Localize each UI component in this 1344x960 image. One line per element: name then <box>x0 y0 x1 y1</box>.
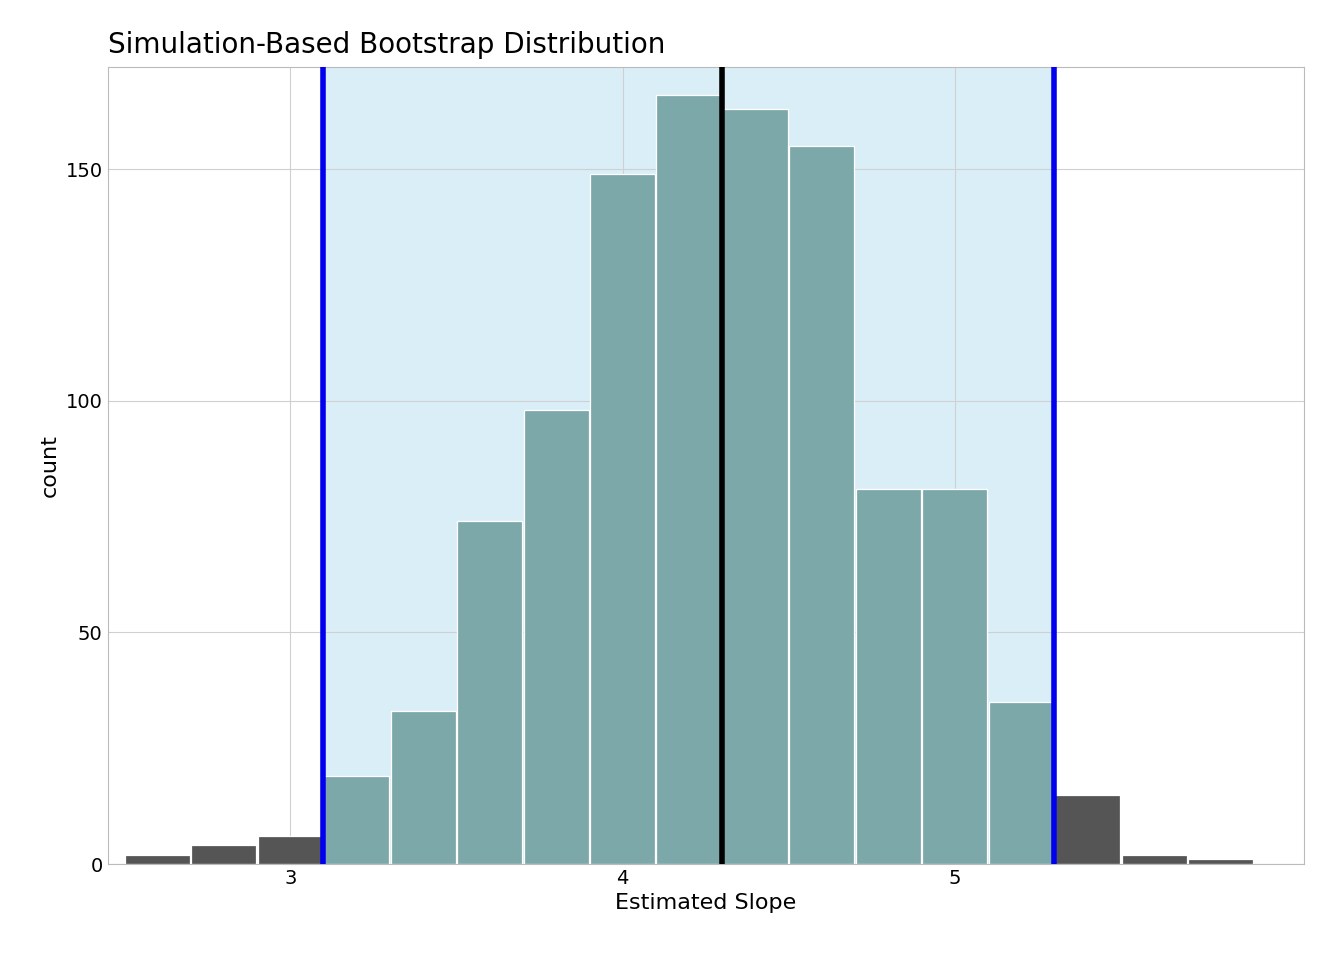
Bar <box>656 95 722 864</box>
Bar <box>856 489 921 864</box>
Bar <box>391 711 456 864</box>
Bar <box>590 174 655 864</box>
Bar <box>125 854 190 864</box>
Bar <box>524 410 589 864</box>
Bar <box>324 67 1055 864</box>
Bar <box>922 489 988 864</box>
Y-axis label: count: count <box>40 434 60 497</box>
Bar <box>191 846 257 864</box>
Bar <box>324 776 390 864</box>
X-axis label: Estimated Slope: Estimated Slope <box>616 894 796 913</box>
Bar <box>1055 795 1121 864</box>
Bar <box>457 521 523 864</box>
Bar <box>1188 859 1253 864</box>
Text: Simulation-Based Bootstrap Distribution: Simulation-Based Bootstrap Distribution <box>108 32 665 60</box>
Bar <box>989 702 1054 864</box>
Bar <box>723 108 788 864</box>
Bar <box>1122 854 1187 864</box>
Bar <box>258 836 323 864</box>
Bar <box>789 146 855 864</box>
